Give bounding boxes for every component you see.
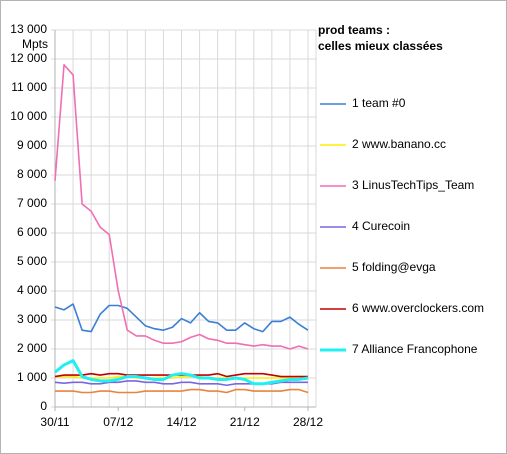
y-tick-label: 11 000 [11, 80, 47, 94]
y-tick-label: 4 000 [17, 283, 47, 297]
y-tick-label: 3 000 [17, 312, 47, 326]
legend-label: 1 team #0 [352, 96, 406, 110]
legend-label: 5 folding@evga [352, 260, 436, 274]
legend-label: 7 Alliance Francophone [352, 342, 478, 356]
y-tick-label: 0 [40, 399, 47, 413]
legend-subtitle: celles mieux classées [318, 39, 443, 53]
series-line [54, 359, 309, 386]
y-tick-label: 6 000 [17, 225, 47, 239]
series-line [54, 303, 309, 333]
y-tick-label: 13 000 [10, 22, 47, 36]
legend-label: 6 www.overclockers.com [352, 301, 484, 315]
x-tick-label: 07/12 [103, 415, 133, 429]
legend-label: 4 Curecoin [352, 219, 410, 233]
series-line [55, 388, 309, 394]
series-line [54, 64, 309, 350]
legend-label: 3 LinusTechTips_Team [352, 178, 474, 192]
y-tick-label: 8 000 [17, 167, 47, 181]
y-tick-label: 9 000 [17, 138, 47, 152]
x-tick-label: 14/12 [166, 415, 196, 429]
y-tick-label: 5 000 [17, 254, 47, 268]
y-tick-label: 1 000 [17, 370, 47, 384]
y-axis-unit: Mpts [22, 37, 48, 51]
x-tick-label: 28/12 [293, 415, 323, 429]
x-tick-label: 30/11 [40, 415, 69, 429]
y-tick-label: 10 000 [10, 109, 47, 123]
legend-label: 2 www.banano.cc [352, 137, 446, 151]
y-tick-label: 2 000 [17, 341, 47, 355]
x-tick-label: 21/12 [230, 415, 260, 429]
series-line [55, 375, 308, 379]
y-tick-label: 7 000 [17, 196, 47, 210]
legend-title: prod teams : [318, 23, 390, 37]
y-tick-label: 12 000 [10, 51, 47, 65]
